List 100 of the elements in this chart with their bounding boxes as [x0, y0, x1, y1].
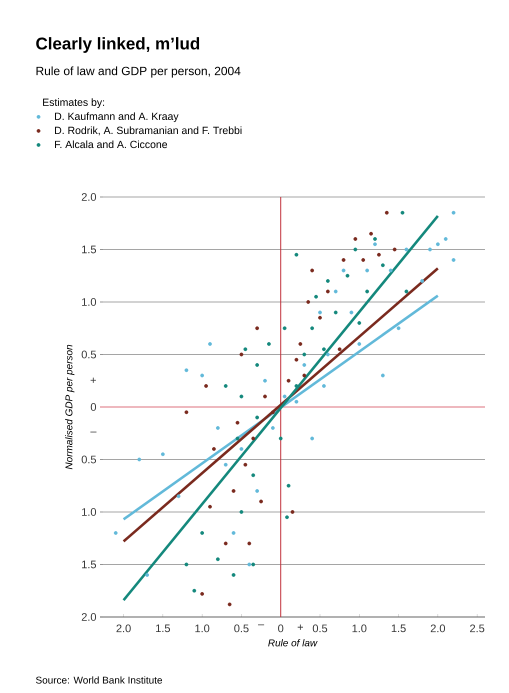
point — [184, 410, 188, 414]
point — [392, 248, 397, 252]
point — [204, 384, 208, 388]
point — [236, 436, 240, 440]
point — [436, 242, 440, 246]
point — [326, 290, 330, 294]
x-tick-label: 1.5 — [156, 624, 170, 632]
point — [294, 358, 298, 362]
point — [338, 347, 342, 352]
point — [240, 352, 244, 356]
point — [208, 342, 212, 346]
point — [310, 326, 314, 330]
x-tick-label: 2.5 — [470, 624, 484, 632]
point — [365, 290, 370, 294]
point — [294, 384, 298, 388]
point — [384, 210, 389, 215]
y-tick-label: 1.5 — [82, 560, 96, 568]
point — [278, 436, 283, 440]
x-tick-label: + — [298, 624, 304, 630]
y-tick-label: 0.5 — [82, 350, 96, 358]
point — [192, 588, 196, 593]
point — [350, 310, 354, 314]
x-tick-label: 0 — [278, 624, 284, 632]
point — [294, 400, 298, 404]
point — [452, 258, 456, 262]
x-tick-label: 0.5 — [312, 624, 328, 632]
point — [240, 447, 244, 451]
point — [346, 274, 350, 278]
point — [326, 352, 330, 356]
point — [342, 258, 346, 262]
point — [137, 458, 142, 462]
x-tick-label: 0.5 — [234, 624, 249, 632]
point — [228, 602, 232, 606]
point — [444, 237, 448, 241]
point — [145, 573, 150, 577]
point — [380, 374, 385, 378]
point — [314, 294, 318, 299]
point — [240, 394, 244, 398]
point — [326, 279, 330, 283]
point — [322, 384, 326, 388]
point — [290, 510, 294, 514]
point — [298, 342, 302, 346]
point — [255, 489, 260, 493]
point — [286, 378, 290, 383]
point — [224, 462, 228, 467]
y-tick-label: 1.0 — [82, 298, 96, 306]
point — [369, 232, 373, 236]
point — [322, 347, 326, 352]
point — [282, 326, 287, 330]
x-tick-label: 2.0 — [430, 624, 446, 632]
point — [243, 462, 248, 467]
point — [285, 515, 289, 520]
point — [216, 557, 220, 562]
legend-label: D. Kaufmann and A. Kraay — [55, 112, 179, 122]
point — [114, 531, 118, 535]
source-note: Source: World Bank Institute — [36, 676, 162, 684]
point — [404, 290, 408, 294]
point — [310, 436, 314, 440]
y-tick-label: 2.0 — [82, 613, 96, 621]
point — [240, 510, 244, 514]
point — [200, 592, 204, 596]
point — [353, 237, 358, 241]
point — [236, 420, 240, 425]
x-tick-label: – — [258, 624, 264, 626]
point — [200, 531, 204, 535]
point — [286, 484, 290, 488]
point — [365, 268, 370, 272]
point — [357, 321, 362, 325]
point — [400, 210, 404, 215]
point — [302, 374, 306, 378]
point — [270, 426, 275, 430]
point — [232, 531, 236, 535]
y-axis-title: Normalised GDP per person — [65, 344, 74, 470]
point — [342, 268, 346, 272]
point — [247, 542, 252, 546]
point — [224, 384, 228, 388]
point — [318, 310, 322, 314]
point — [388, 268, 393, 272]
point — [251, 562, 256, 566]
point — [212, 447, 216, 451]
point — [184, 368, 188, 372]
point — [302, 352, 306, 356]
point — [357, 342, 362, 346]
chart-title: Clearly linked, m’lud — [36, 37, 200, 53]
point — [282, 394, 287, 398]
point — [380, 263, 385, 268]
point — [302, 363, 306, 367]
point — [452, 210, 456, 215]
point — [160, 452, 165, 456]
point — [263, 394, 267, 398]
point — [373, 237, 377, 241]
chart-subtitle: Rule of law and GDP per person, 2004 — [36, 66, 240, 78]
point — [232, 573, 236, 577]
point — [251, 473, 256, 478]
point — [216, 426, 220, 430]
y-tick-label: 0 — [90, 403, 96, 411]
point — [396, 326, 400, 330]
point — [306, 300, 310, 304]
point — [361, 258, 366, 262]
y-tick-label: 1.5 — [82, 246, 96, 254]
